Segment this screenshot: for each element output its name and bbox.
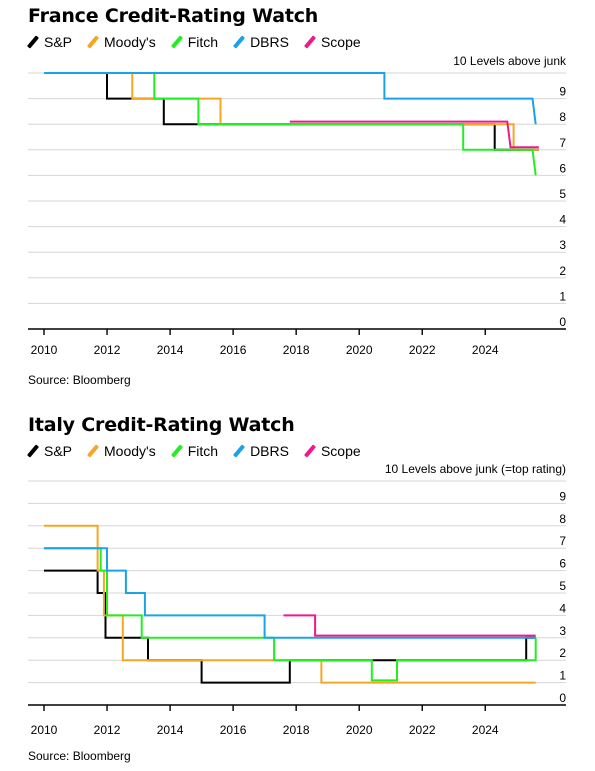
series-line-dbrs [44, 547, 536, 639]
chart-source: Source: Bloomberg [28, 373, 131, 387]
y-tick-label: 9 [559, 85, 566, 99]
france-plot: 2010 2012 2014 2016 2018 2020 2022 2024 0 1 2 3 4 5 6 7… [28, 54, 567, 357]
series-line-fitch [44, 72, 537, 176]
y-tick-label: 8 [559, 512, 566, 526]
x-tick-label: 2014 [157, 343, 184, 357]
x-tick-label: 2024 [472, 343, 499, 357]
legend-label: Moody's [104, 34, 156, 50]
y-tick-label: 0 [559, 315, 566, 329]
legend-label: S&P [44, 34, 73, 50]
legend-item-scope: Scope [303, 443, 361, 459]
y-tick-label: 6 [559, 161, 566, 175]
italy-plot: 2010 2012 2014 2016 2018 2020 2022 2024 0 1 2 3 4 5 6 7… [28, 462, 566, 737]
legend-label: Fitch [187, 34, 219, 50]
legend-item-scope: Scope [303, 34, 361, 50]
x-tick-label: 2016 [220, 723, 247, 737]
legend-label: S&P [44, 443, 73, 459]
y-tick-label: 3 [559, 624, 566, 638]
series-line-scope [283, 614, 536, 637]
y-tick-label: 1 [559, 669, 566, 683]
chart-source: Source: Bloomberg [28, 749, 131, 763]
y-tick-label: 2 [559, 646, 566, 660]
legend-item-moodys: Moody's [86, 443, 156, 459]
y-tick-label: 9 [559, 489, 566, 503]
x-tick-label: 2010 [31, 343, 58, 357]
italy-chart-panel: Italy Credit-Rating Watch S&P Moody's Fi… [0, 408, 595, 771]
y-tick-label: 8 [559, 110, 566, 124]
legend-label: Moody's [104, 443, 156, 459]
y-tick-label: 5 [559, 187, 566, 201]
series-line-dbrs [44, 72, 537, 125]
series-line-sp [44, 72, 539, 151]
legend-label: Scope [320, 34, 361, 50]
x-tick-label: 2014 [157, 723, 184, 737]
france-chart-panel: France Credit-Rating Watch S&P Moody's F… [26, 5, 567, 387]
legend-item-sp: S&P [26, 34, 73, 50]
x-tick-label: 2018 [283, 343, 310, 357]
legend-label: Scope [320, 443, 361, 459]
y-tick-label: 6 [559, 557, 566, 571]
y-axis-label: 10 Levels above junk [453, 54, 567, 68]
chart-title: Italy Credit-Rating Watch [28, 414, 295, 436]
y-tick-label: 7 [559, 534, 566, 548]
x-tick-label: 2022 [409, 343, 436, 357]
y-tick-label: 5 [559, 579, 566, 593]
x-tick-label: 2022 [409, 723, 436, 737]
legend-item-moodys: Moody's [86, 34, 156, 50]
x-tick-label: 2024 [472, 723, 499, 737]
series-line-scope [289, 120, 539, 149]
legend-item-fitch: Fitch [170, 443, 219, 459]
y-tick-label: 2 [559, 264, 566, 278]
legend-item-dbrs: DBRS [233, 443, 289, 459]
x-tick-label: 2018 [283, 723, 310, 737]
x-tick-label: 2012 [94, 723, 121, 737]
series-line-sp [44, 569, 536, 684]
y-tick-label: 3 [559, 238, 566, 252]
x-tick-label: 2020 [346, 723, 373, 737]
legend-item-sp: S&P [26, 443, 73, 459]
y-axis-label: 10 Levels above junk (=top rating) [385, 462, 566, 476]
y-tick-label: 0 [559, 691, 566, 705]
y-tick-label: 4 [559, 213, 566, 227]
legend-label: Fitch [187, 443, 219, 459]
series-line-moodys [44, 524, 536, 684]
legend-item-dbrs: DBRS [233, 34, 289, 50]
legend-label: DBRS [250, 34, 289, 50]
legend-label: DBRS [250, 443, 289, 459]
y-tick-label: 1 [559, 289, 566, 303]
x-tick-label: 2020 [346, 343, 373, 357]
chart-legend: S&P Moody's Fitch DBRS Scope [26, 34, 377, 50]
chart-legend: S&P Moody's Fitch DBRS Scope [26, 443, 377, 459]
x-tick-label: 2010 [31, 723, 58, 737]
y-tick-label: 4 [559, 601, 566, 615]
series-line-moodys [44, 72, 539, 151]
legend-item-fitch: Fitch [170, 34, 219, 50]
x-tick-label: 2016 [220, 343, 247, 357]
chart-title: France Credit-Rating Watch [28, 5, 319, 27]
y-tick-label: 7 [559, 136, 566, 150]
x-tick-label: 2012 [94, 343, 121, 357]
